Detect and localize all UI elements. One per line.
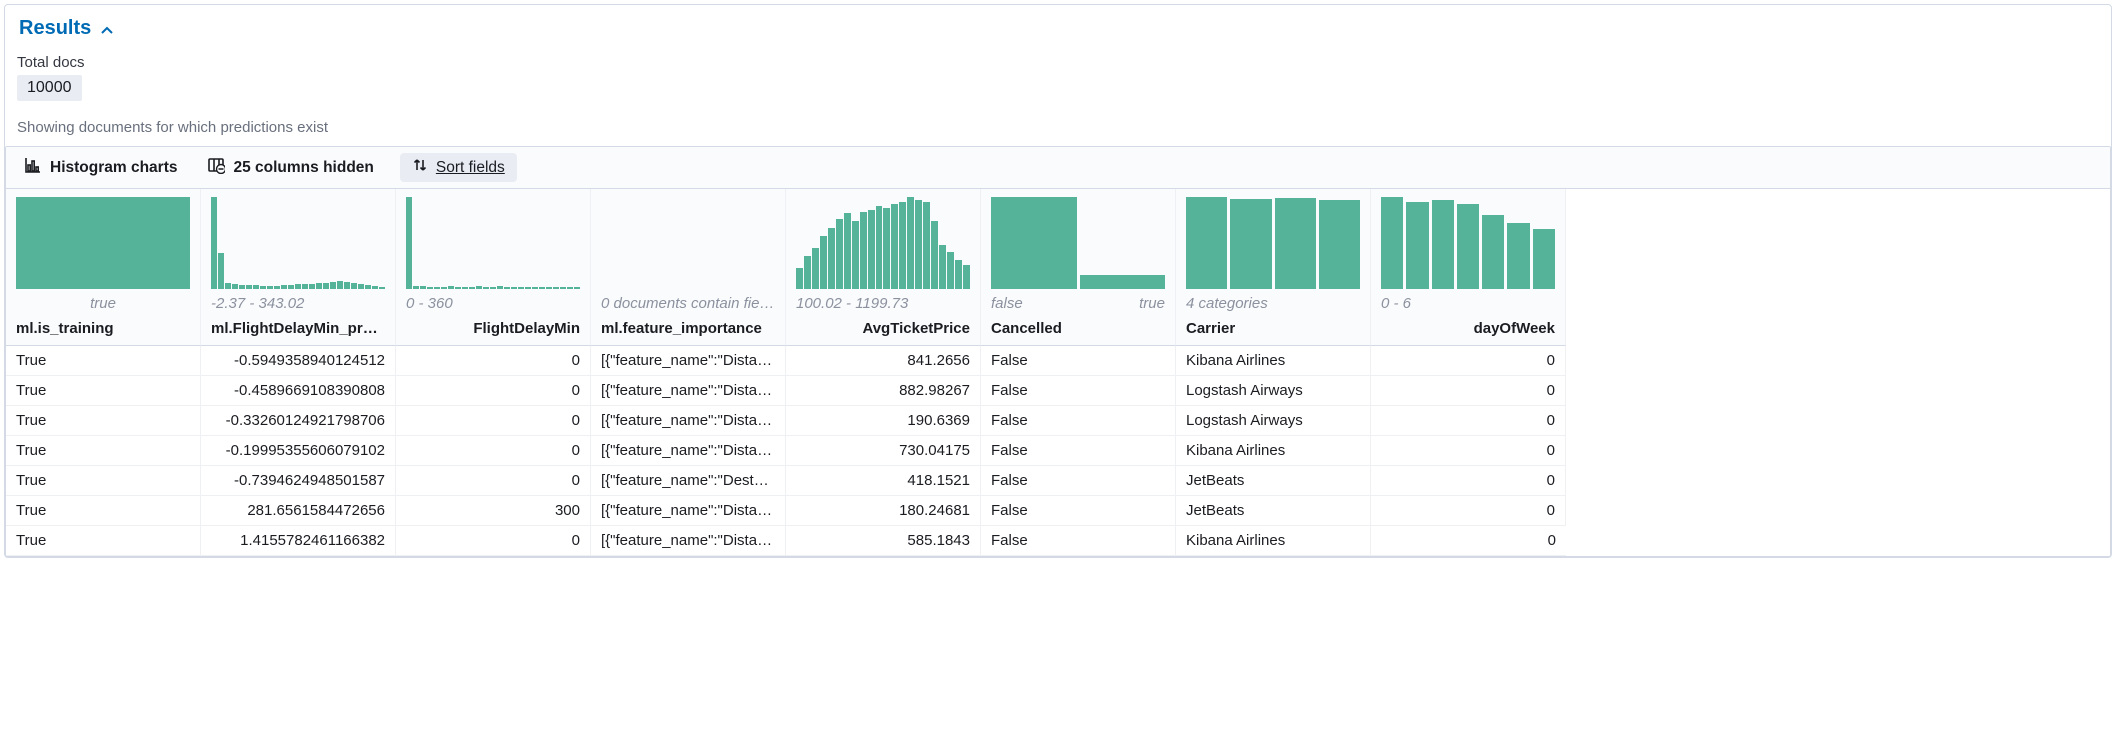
table-cell[interactable]: Logstash Airways bbox=[1176, 376, 1371, 406]
table-cell[interactable]: 1.4155782461166382 bbox=[201, 526, 396, 556]
header-carrier[interactable]: Carrier bbox=[1176, 316, 1371, 346]
histogram-ml_feature_importance bbox=[591, 189, 786, 293]
table-cell[interactable]: False bbox=[981, 346, 1176, 376]
data-grid: true-2.37 - 343.020 - 3600 documents con… bbox=[6, 189, 2110, 556]
histogram-flightdelaymin bbox=[396, 189, 591, 293]
table-cell[interactable]: 0 bbox=[1371, 526, 1566, 556]
table-cell[interactable]: 841.2656 bbox=[786, 346, 981, 376]
table-cell[interactable]: [{"feature_name":"Distanc... bbox=[591, 526, 786, 556]
table-cell[interactable]: [{"feature_name":"Distanc... bbox=[591, 436, 786, 466]
histogram-ml_flightdelaymin_pred bbox=[201, 189, 396, 293]
table-cell[interactable]: False bbox=[981, 406, 1176, 436]
results-panel: Results Total docs 10000 Showing documen… bbox=[4, 4, 2112, 558]
histogram-cancelled bbox=[981, 189, 1176, 293]
table-cell[interactable]: True bbox=[6, 346, 201, 376]
sort-icon bbox=[412, 157, 428, 178]
table-cell[interactable]: -0.5949358940124512 bbox=[201, 346, 396, 376]
range-carrier: 4 categories bbox=[1176, 293, 1371, 316]
histogram-icon bbox=[24, 156, 42, 179]
sort-fields-button[interactable]: Sort fields bbox=[400, 153, 517, 182]
table-cell[interactable]: 418.1521 bbox=[786, 466, 981, 496]
table-cell[interactable]: False bbox=[981, 376, 1176, 406]
table-cell[interactable]: Kibana Airlines bbox=[1176, 526, 1371, 556]
table-cell[interactable]: [{"feature_name":"Distanc... bbox=[591, 346, 786, 376]
table-cell[interactable]: 0 bbox=[396, 376, 591, 406]
range-dayofweek: 0 - 6 bbox=[1371, 293, 1566, 316]
results-title: Results bbox=[19, 17, 91, 40]
table-toolbar: Histogram charts 25 columns hidden Sort … bbox=[6, 147, 2110, 189]
header-flightdelaymin[interactable]: FlightDelayMin bbox=[396, 316, 591, 346]
table-cell[interactable]: 0 bbox=[1371, 496, 1566, 526]
histogram-carrier bbox=[1176, 189, 1371, 293]
header-ml_flightdelaymin_pred[interactable]: ml.FlightDelayMin_predicti bbox=[201, 316, 396, 346]
header-avgticketprice[interactable]: AvgTicketPrice bbox=[786, 316, 981, 346]
table-cell[interactable]: 585.1843 bbox=[786, 526, 981, 556]
table-cell[interactable]: -0.4589669108390808 bbox=[201, 376, 396, 406]
table-cell[interactable]: 190.6369 bbox=[786, 406, 981, 436]
table-cell[interactable]: 0 bbox=[396, 436, 591, 466]
table-cell[interactable]: [{"feature_name":"Distanc... bbox=[591, 406, 786, 436]
table-cell[interactable]: 0 bbox=[1371, 406, 1566, 436]
table-cell[interactable]: False bbox=[981, 526, 1176, 556]
results-table: Histogram charts 25 columns hidden Sort … bbox=[5, 146, 2111, 557]
table-cell[interactable]: 0 bbox=[1371, 466, 1566, 496]
columns-icon bbox=[207, 156, 225, 179]
table-cell[interactable]: 730.04175 bbox=[786, 436, 981, 466]
table-cell[interactable]: 0 bbox=[396, 406, 591, 436]
table-cell[interactable]: 281.6561584472656 bbox=[201, 496, 396, 526]
header-ml_feature_importance[interactable]: ml.feature_importance bbox=[591, 316, 786, 346]
table-cell[interactable]: Logstash Airways bbox=[1176, 406, 1371, 436]
range-ml_feature_importance: 0 documents contain field. bbox=[591, 293, 786, 316]
results-subtext: Showing documents for which predictions … bbox=[17, 119, 2099, 136]
table-cell[interactable]: 882.98267 bbox=[786, 376, 981, 406]
table-cell[interactable]: JetBeats bbox=[1176, 496, 1371, 526]
table-cell[interactable]: 0 bbox=[1371, 346, 1566, 376]
range-cancelled: falsetrue bbox=[981, 293, 1176, 316]
histogram-charts-button[interactable]: Histogram charts bbox=[20, 154, 181, 181]
table-cell[interactable]: True bbox=[6, 466, 201, 496]
table-cell[interactable]: 0 bbox=[396, 466, 591, 496]
table-cell[interactable]: False bbox=[981, 436, 1176, 466]
table-cell[interactable]: 0 bbox=[396, 526, 591, 556]
header-ml_is_training[interactable]: ml.is_training bbox=[6, 316, 201, 346]
range-flightdelaymin: 0 - 360 bbox=[396, 293, 591, 316]
table-cell[interactable]: [{"feature_name":"DestRe... bbox=[591, 466, 786, 496]
table-cell[interactable]: -0.7394624948501587 bbox=[201, 466, 396, 496]
table-cell[interactable]: Kibana Airlines bbox=[1176, 346, 1371, 376]
table-cell[interactable]: -0.19995355606079102 bbox=[201, 436, 396, 466]
table-cell[interactable]: True bbox=[6, 436, 201, 466]
table-cell[interactable]: False bbox=[981, 496, 1176, 526]
table-cell[interactable]: -0.33260124921798706 bbox=[201, 406, 396, 436]
table-cell[interactable]: JetBeats bbox=[1176, 466, 1371, 496]
header-cancelled[interactable]: Cancelled bbox=[981, 316, 1176, 346]
table-cell[interactable]: False bbox=[981, 466, 1176, 496]
sort-fields-label: Sort fields bbox=[436, 159, 505, 177]
table-cell[interactable]: 180.24681 bbox=[786, 496, 981, 526]
chevron-up-icon bbox=[99, 22, 113, 36]
total-docs-label: Total docs bbox=[17, 54, 2099, 71]
table-cell[interactable]: True bbox=[6, 406, 201, 436]
total-docs-value: 10000 bbox=[17, 75, 82, 101]
results-toggle[interactable]: Results bbox=[17, 17, 2099, 40]
table-cell[interactable]: True bbox=[6, 376, 201, 406]
histogram-dayofweek bbox=[1371, 189, 1566, 293]
histogram-charts-label: Histogram charts bbox=[50, 159, 177, 177]
range-ml_flightdelaymin_pred: -2.37 - 343.02 bbox=[201, 293, 396, 316]
range-ml_is_training: true bbox=[6, 293, 201, 316]
table-cell[interactable]: True bbox=[6, 526, 201, 556]
header-dayofweek[interactable]: dayOfWeek bbox=[1371, 316, 1566, 346]
table-cell[interactable]: Kibana Airlines bbox=[1176, 436, 1371, 466]
table-cell[interactable]: True bbox=[6, 496, 201, 526]
histogram-avgticketprice bbox=[786, 189, 981, 293]
table-cell[interactable]: 300 bbox=[396, 496, 591, 526]
table-cell[interactable]: 0 bbox=[396, 346, 591, 376]
table-cell[interactable]: 0 bbox=[1371, 376, 1566, 406]
columns-hidden-button[interactable]: 25 columns hidden bbox=[203, 154, 377, 181]
table-cell[interactable]: [{"feature_name":"Distanc... bbox=[591, 376, 786, 406]
columns-hidden-label: 25 columns hidden bbox=[233, 159, 373, 177]
table-cell[interactable]: 0 bbox=[1371, 436, 1566, 466]
range-avgticketprice: 100.02 - 1199.73 bbox=[786, 293, 981, 316]
histogram-ml_is_training bbox=[6, 189, 201, 293]
table-cell[interactable]: [{"feature_name":"Distanc... bbox=[591, 496, 786, 526]
